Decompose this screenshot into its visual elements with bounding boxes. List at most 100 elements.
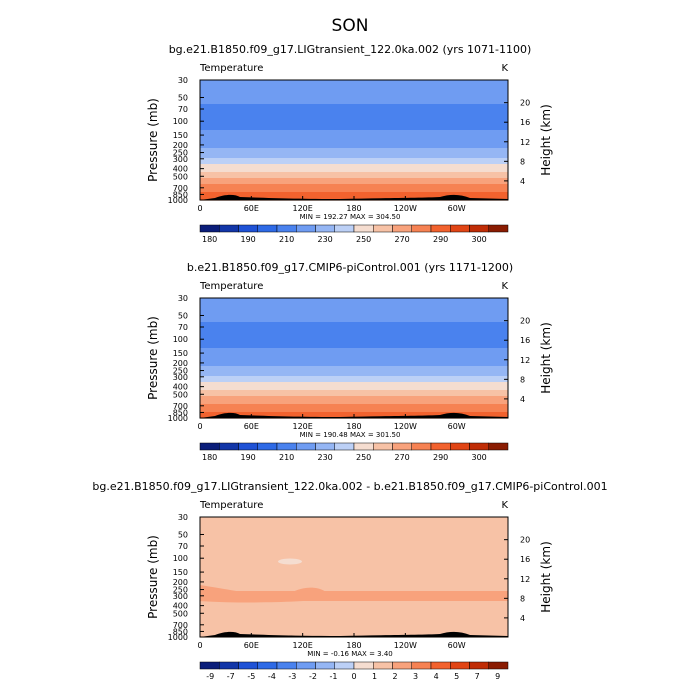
colorbar-swatch — [430, 661, 451, 670]
panel-title: bg.e21.B1850.f09_g17.LIGtransient_122.0k… — [92, 480, 607, 493]
contour-band — [200, 404, 508, 407]
contour-band — [200, 168, 508, 171]
y-axis-label: Pressure (mb) — [146, 98, 160, 182]
contour-band — [200, 298, 508, 301]
contour-band — [200, 599, 508, 602]
contour-band — [200, 360, 508, 363]
contour-band — [200, 579, 508, 582]
y-tick-label: 150 — [173, 568, 188, 577]
colorbar-label: 210 — [279, 453, 294, 462]
colorbar-swatch — [392, 442, 412, 451]
contour-band — [200, 88, 508, 91]
contour-band — [200, 188, 508, 191]
y-tick-label: 30 — [178, 76, 188, 85]
variable-label: Temperature — [199, 500, 263, 511]
colorbar-swatch — [334, 224, 355, 233]
contour-band — [200, 543, 508, 546]
contour-band — [200, 587, 508, 590]
y-tick-label: 250 — [173, 149, 188, 158]
colorbar-swatch — [296, 224, 316, 233]
y-axis-label: Pressure (mb) — [146, 316, 160, 400]
y-tick-label: 1000 — [168, 196, 188, 205]
contour-band — [200, 386, 508, 389]
colorbar-label: 180 — [202, 453, 217, 462]
contour-band — [200, 86, 508, 89]
contour-band — [200, 100, 508, 103]
contour-band — [200, 356, 508, 359]
colorbar-swatch — [276, 661, 297, 670]
y-tick-label: 500 — [173, 172, 188, 181]
min-max-stats: MIN = 192.27 MAX = 304.50 — [300, 213, 401, 221]
contour-band — [200, 156, 508, 159]
contour-band — [200, 336, 508, 339]
y-tick-label: 100 — [173, 554, 188, 563]
colorbar-swatch — [257, 661, 278, 670]
contour-region-cool — [470, 526, 508, 565]
colorbar-swatch — [199, 224, 220, 233]
colorbar-swatch — [450, 442, 470, 451]
contour-band — [200, 621, 508, 624]
contour-band — [200, 539, 508, 542]
y-tick-label: 400 — [173, 602, 188, 611]
contour-band — [200, 382, 508, 385]
contour-band — [200, 631, 508, 634]
y-tick-label: 70 — [178, 542, 188, 551]
right-axis-label: Height (km) — [539, 104, 553, 175]
colorbar-swatch — [373, 442, 393, 451]
x-tick-label: 120E — [293, 641, 313, 650]
contour-band — [200, 569, 508, 572]
y-tick-label: 500 — [173, 609, 188, 618]
y-tick-label: 850 — [173, 408, 188, 417]
contour-band — [200, 134, 508, 137]
colorbar-label: 7 — [475, 672, 480, 681]
contour-band — [200, 166, 508, 169]
contour-band — [200, 116, 508, 119]
x-tick-label: 60E — [244, 204, 259, 213]
y-tick-label: 700 — [173, 621, 188, 630]
height-tick-label: 4 — [520, 614, 525, 623]
contour-band — [200, 152, 508, 155]
contour-region-cool — [200, 540, 350, 573]
colorbar-swatch — [315, 224, 335, 233]
y-tick-label: 200 — [173, 141, 188, 150]
y-tick-label: 150 — [173, 349, 188, 358]
contour-band — [200, 126, 508, 129]
contour-band — [200, 368, 508, 371]
topography — [200, 631, 508, 637]
y-axis-label: Pressure (mb) — [146, 535, 160, 619]
contour-band — [200, 581, 508, 584]
contour-band — [200, 154, 508, 157]
contour-band — [200, 565, 508, 568]
contour-band — [200, 184, 508, 187]
contour-band — [200, 316, 508, 319]
contour-band — [200, 82, 508, 85]
height-tick-label: 16 — [520, 336, 530, 345]
y-tick-label: 70 — [178, 105, 188, 114]
contour-region-cool — [200, 609, 508, 621]
contour-band — [200, 174, 508, 177]
x-tick-label: 60W — [448, 641, 466, 650]
contour-band — [200, 342, 508, 345]
colorbar-swatch — [276, 224, 297, 233]
contour-band — [200, 398, 508, 401]
topography — [200, 412, 508, 418]
colorbar-swatch — [373, 224, 393, 233]
colorbar-label: -1 — [329, 672, 337, 681]
contour-band — [200, 378, 508, 381]
colorbar-label: 270 — [394, 453, 409, 462]
contour-band — [200, 160, 508, 163]
contour-band — [200, 591, 508, 594]
colorbar-label: 0 — [351, 672, 356, 681]
contour-band — [200, 300, 508, 303]
contour-band — [200, 589, 508, 592]
contour-band — [200, 629, 508, 632]
y-tick-label: 250 — [173, 367, 188, 376]
contour-band — [200, 575, 508, 578]
panel-3 — [199, 516, 509, 670]
y-tick-label: 300 — [173, 155, 188, 164]
contour-band — [200, 563, 508, 566]
figure-title: SON — [332, 16, 369, 36]
contour-band — [200, 128, 508, 131]
contour-band — [200, 132, 508, 135]
colorbar-label: 230 — [317, 453, 332, 462]
